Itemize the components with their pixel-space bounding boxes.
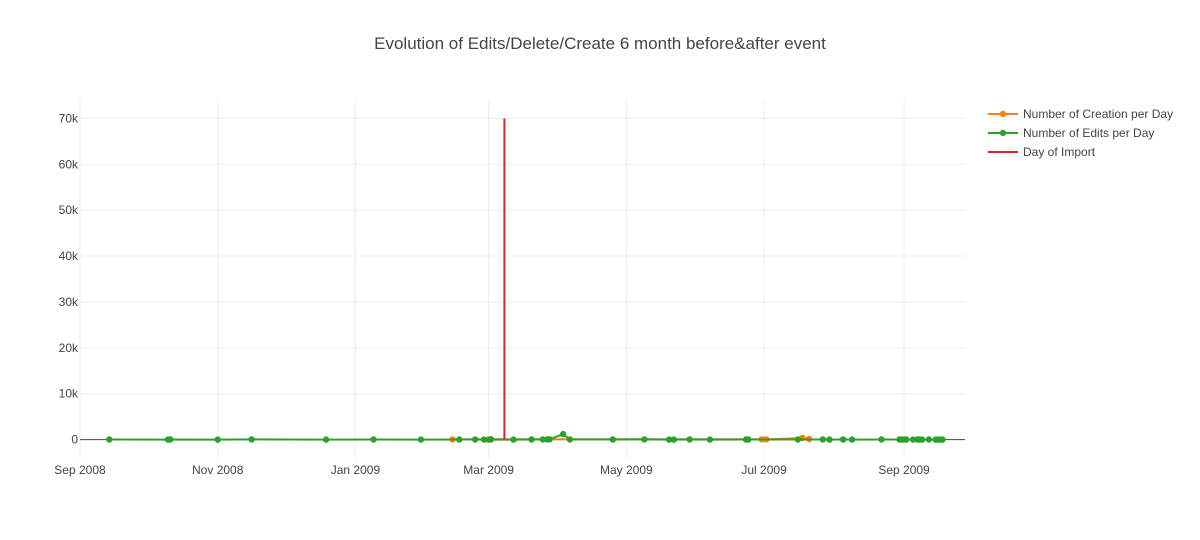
data-point (456, 436, 463, 443)
data-point (214, 436, 221, 443)
data-point (322, 436, 330, 443)
legend-item: Number of Creation per Day (988, 107, 1173, 121)
x-tick-label: Mar 2009 (463, 463, 514, 477)
x-tick-label: Jan 2009 (331, 463, 381, 477)
y-tick-label: 30k (59, 295, 79, 309)
data-point (370, 436, 377, 443)
x-axis-ticks: Sep 2008 Nov 2008 Jan 2009 Mar 2009 May 2009… (54, 463, 930, 477)
data-point (670, 436, 677, 443)
grid (79, 100, 965, 458)
data-point (794, 436, 802, 443)
data-point (878, 436, 885, 443)
y-tick-label: 50k (59, 203, 79, 217)
legend-item: Day of Import (988, 145, 1096, 159)
data-point (839, 436, 847, 443)
data-point (826, 436, 833, 443)
series-line (109, 432, 943, 441)
data-point (559, 430, 567, 438)
legend-label: Day of Import (1023, 145, 1096, 159)
x-tick-label: Jul 2009 (741, 463, 787, 477)
data-point (939, 436, 946, 443)
y-tick-label: 0 (71, 433, 78, 447)
legend-item: Number of Edits per Day (988, 126, 1154, 140)
x-tick-label: May 2009 (600, 463, 653, 477)
data-point (745, 436, 752, 443)
data-point (909, 436, 917, 443)
data-point (167, 436, 174, 443)
data-point (918, 436, 926, 443)
data-point (686, 436, 693, 443)
data-point (848, 436, 856, 443)
y-tick-label: 20k (59, 341, 79, 355)
data-point (925, 436, 933, 443)
data-point (480, 436, 488, 443)
data-point (666, 436, 673, 443)
y-tick-label: 70k (59, 111, 79, 125)
data-point (248, 436, 255, 443)
legend-label: Number of Creation per Day (1023, 107, 1173, 121)
y-axis-ticks: 0 10k 20k 30k 40k 50k 60k 70k (59, 111, 79, 446)
data-point (546, 436, 553, 443)
x-tick-label: Sep 2008 (54, 463, 106, 477)
chart-title: Evolution of Edits/Delete/Create 6 month… (374, 34, 826, 53)
data-point (706, 436, 714, 443)
y-tick-label: 10k (59, 387, 79, 401)
x-tick-label: Nov 2008 (192, 463, 244, 477)
legend-swatch-marker (999, 110, 1007, 118)
y-tick-label: 60k (59, 157, 79, 171)
data-point (819, 436, 826, 443)
data-point (510, 436, 517, 443)
plot-series (106, 118, 946, 443)
legend-label: Number of Edits per Day (1023, 126, 1154, 140)
data-point (539, 436, 546, 443)
data-point (528, 436, 535, 443)
x-tick-label: Sep 2009 (878, 463, 930, 477)
data-point (609, 436, 616, 443)
legend-swatch-marker (999, 129, 1007, 137)
data-point (903, 436, 910, 443)
y-tick-label: 40k (59, 249, 79, 263)
data-point (641, 436, 648, 443)
legend: Number of Creation per Day Number of Edit… (988, 107, 1173, 159)
data-point (106, 436, 113, 443)
series-1 (106, 430, 946, 443)
data-point (417, 436, 425, 443)
data-point (471, 436, 479, 443)
data-point (566, 436, 574, 443)
data-point (487, 436, 495, 443)
